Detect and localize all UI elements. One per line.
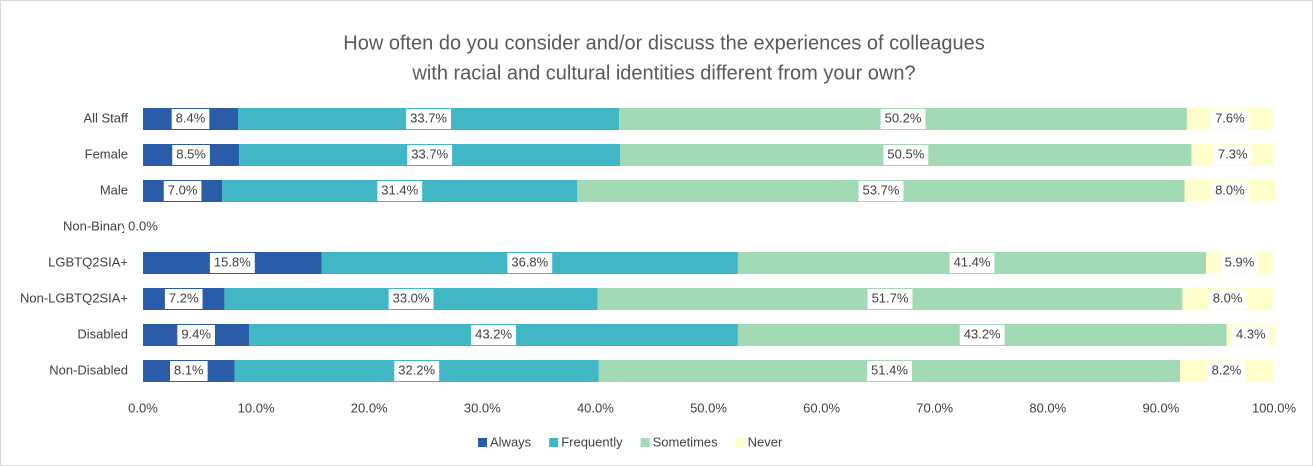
legend-swatch <box>549 438 559 447</box>
data-label: 7.3% <box>1218 146 1248 161</box>
data-label-bg <box>394 361 440 381</box>
data-label-bg <box>172 145 210 165</box>
y-tick-label: LGBTQ2SIA+ <box>48 254 128 269</box>
data-label-bg <box>406 109 452 129</box>
y-tick-label: Non-Binary <box>63 218 129 233</box>
x-tick-label: 20.0% <box>351 400 388 415</box>
legend-label: Never <box>748 434 783 449</box>
data-label-bg <box>949 253 995 273</box>
data-label-bg <box>169 361 208 381</box>
data-label-bg <box>867 289 913 309</box>
data-label-bg <box>171 109 210 129</box>
y-tick-label: Female <box>85 146 128 161</box>
data-label-bg <box>507 253 553 273</box>
data-label: 43.2% <box>964 326 1001 341</box>
y-tick-label: Non-Disabled <box>49 362 128 377</box>
data-label: 7.2% <box>169 290 199 305</box>
data-label-bg <box>1213 145 1252 165</box>
data-label-bg <box>883 145 929 165</box>
data-label-bg <box>1211 181 1249 201</box>
data-label: 8.1% <box>174 362 204 377</box>
y-tick-label: Male <box>100 182 128 197</box>
data-label-bg <box>163 181 202 201</box>
x-tick-label: 70.0% <box>916 400 953 415</box>
data-label: 5.9% <box>1225 254 1255 269</box>
data-label: 41.4% <box>954 254 991 269</box>
chart-title: How often do you consider and/or discuss… <box>343 32 985 54</box>
x-tick-label: 50.0% <box>690 400 727 415</box>
legend-swatch <box>735 438 745 447</box>
x-tick-label: 100.0% <box>1252 400 1297 415</box>
data-label: 8.0% <box>1215 182 1245 197</box>
data-label: 7.0% <box>168 182 198 197</box>
data-label: 53.7% <box>863 182 900 197</box>
data-label-bg <box>377 181 423 201</box>
data-label: 31.4% <box>381 182 418 197</box>
data-label-bg <box>407 145 453 165</box>
data-label: 51.7% <box>872 290 909 305</box>
data-label: 33.7% <box>410 110 447 125</box>
data-label-bg <box>858 181 904 201</box>
data-label-bg <box>209 253 255 273</box>
data-label-bg <box>124 217 162 237</box>
data-label-bg <box>959 325 1005 345</box>
data-label-bg <box>1211 109 1249 129</box>
data-label: 33.7% <box>411 146 448 161</box>
x-tick-label: 90.0% <box>1142 400 1179 415</box>
data-label-bg <box>880 109 926 129</box>
data-label: 8.0% <box>1213 290 1243 305</box>
y-tick-label: Disabled <box>77 326 128 341</box>
legend-label: Sometimes <box>653 434 719 449</box>
data-label-bg <box>1231 325 1270 345</box>
chart-title: with racial and cultural identities diff… <box>411 62 915 84</box>
data-label-bg <box>867 361 912 381</box>
x-tick-label: 40.0% <box>577 400 614 415</box>
data-label: 8.4% <box>176 110 206 125</box>
data-label-bg <box>1207 361 1246 381</box>
x-tick-label: 80.0% <box>1029 400 1066 415</box>
x-tick-label: 60.0% <box>803 400 840 415</box>
x-tick-label: 30.0% <box>464 400 501 415</box>
data-label-bg <box>1220 253 1259 273</box>
data-label: 0.0% <box>128 218 158 233</box>
data-label-bg <box>1208 289 1247 309</box>
data-label: 7.6% <box>1215 110 1245 125</box>
data-label-bg <box>164 289 203 309</box>
data-label: 43.2% <box>475 326 512 341</box>
data-label: 50.2% <box>885 110 922 125</box>
data-label-bg <box>177 325 215 345</box>
legend-label: Always <box>490 434 532 449</box>
data-label: 36.8% <box>511 254 548 269</box>
legend-swatch <box>478 438 487 447</box>
data-label: 32.2% <box>398 362 435 377</box>
y-tick-label: All Staff <box>83 110 128 125</box>
legend-swatch <box>640 438 650 447</box>
x-tick-label: 10.0% <box>238 400 275 415</box>
legend-label: Frequently <box>561 434 623 449</box>
data-label-bg <box>471 325 517 345</box>
data-label-bg <box>388 289 434 309</box>
data-label: 51.4% <box>871 362 908 377</box>
data-label: 9.4% <box>181 326 211 341</box>
y-tick-label: Non-LGBTQ2SIA+ <box>20 290 128 305</box>
data-label: 33.0% <box>393 290 430 305</box>
data-label: 8.2% <box>1212 362 1242 377</box>
data-label: 4.3% <box>1236 326 1266 341</box>
data-label: 15.8% <box>214 254 251 269</box>
data-label: 8.5% <box>176 146 206 161</box>
x-tick-label: 0.0% <box>128 400 158 415</box>
data-label: 50.5% <box>887 146 924 161</box>
